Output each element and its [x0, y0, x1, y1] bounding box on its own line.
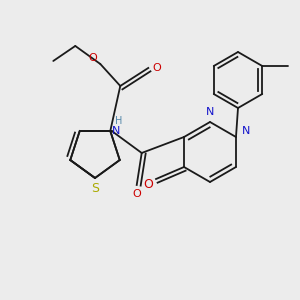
Text: O: O — [152, 63, 161, 73]
Text: H: H — [115, 116, 122, 126]
Text: N: N — [206, 107, 214, 117]
Text: N: N — [242, 126, 250, 136]
Text: O: O — [143, 178, 153, 191]
Text: O: O — [132, 189, 141, 199]
Text: O: O — [88, 53, 97, 63]
Text: N: N — [112, 126, 120, 136]
Text: S: S — [91, 182, 99, 194]
